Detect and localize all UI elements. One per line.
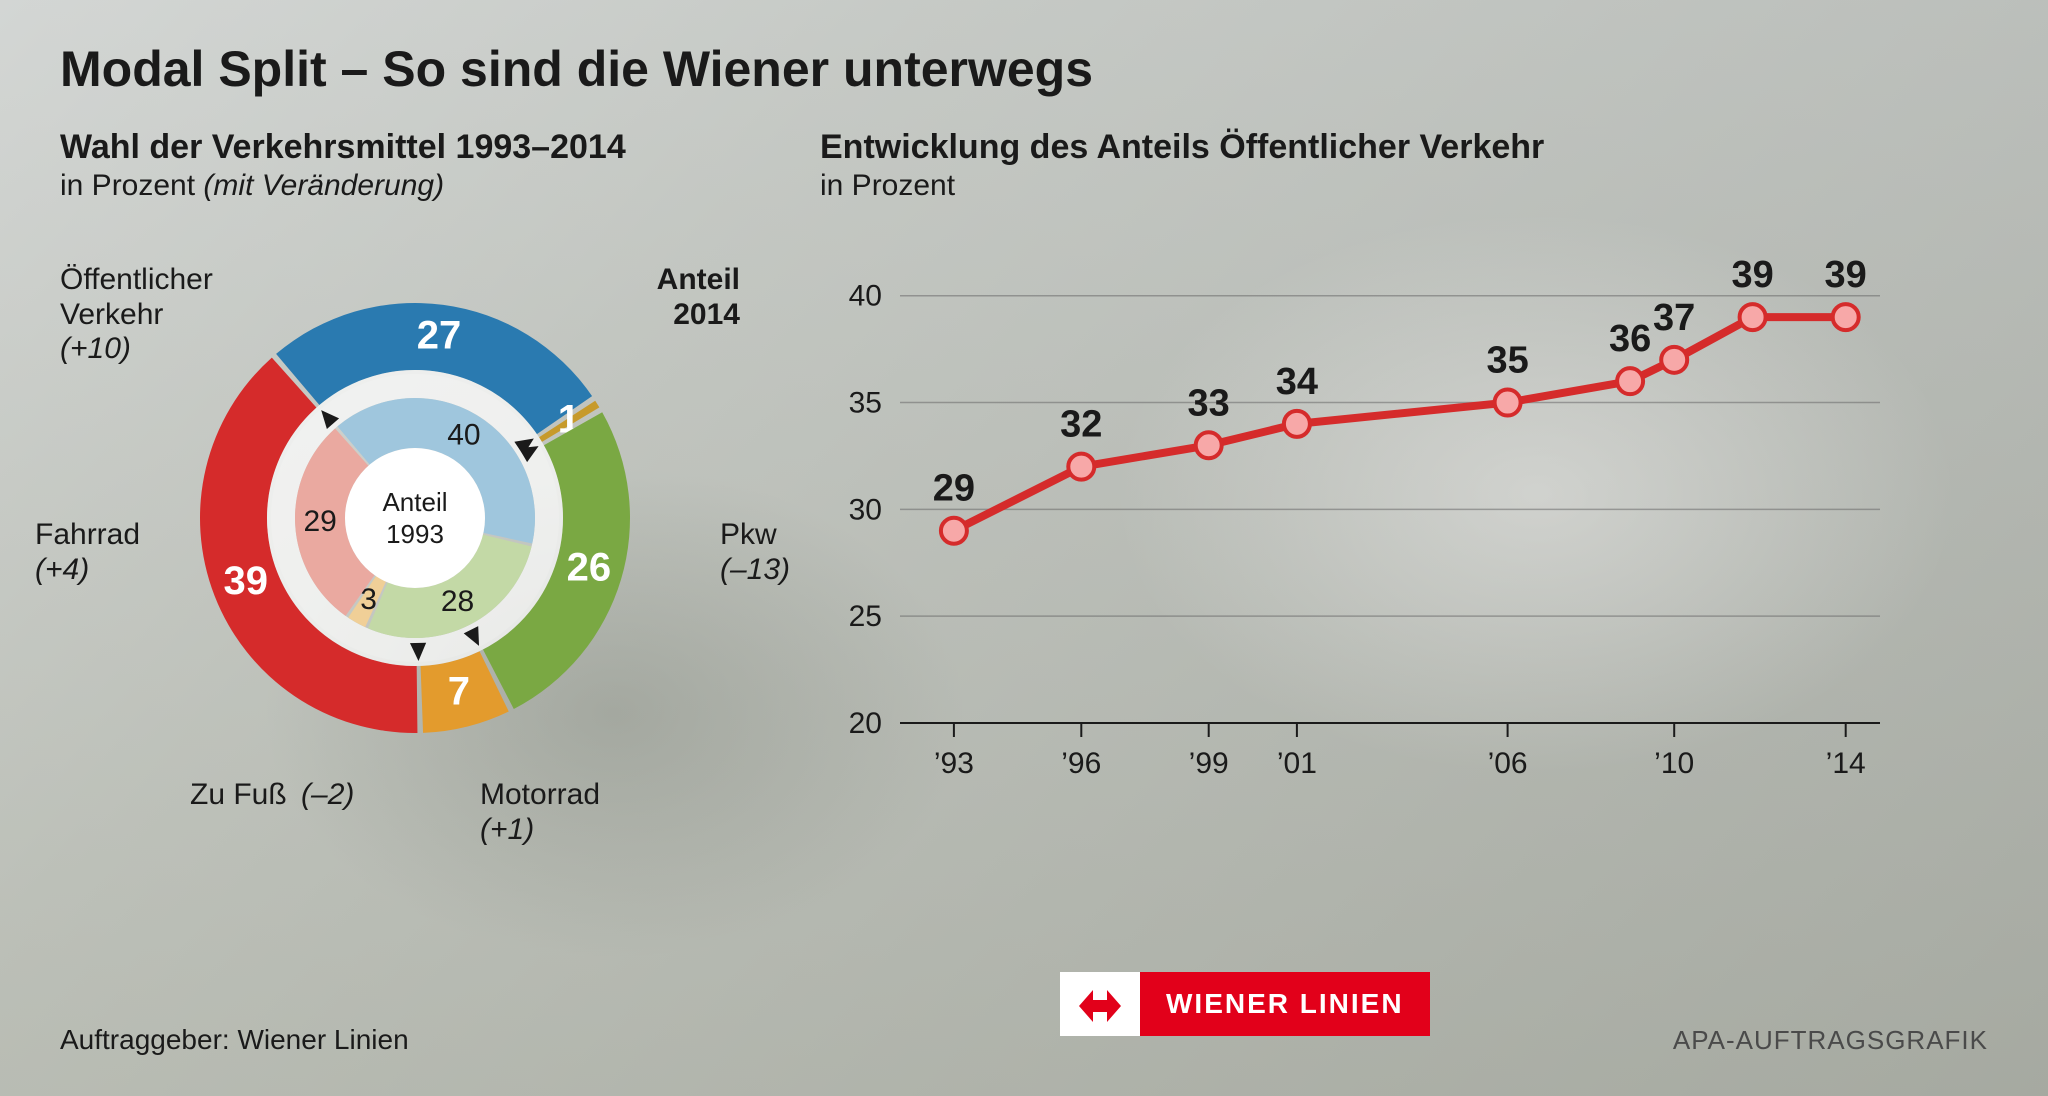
line-subtitle: Entwicklung des Anteils Öffentlicher Ver…	[820, 128, 1988, 167]
logo-mark	[1060, 972, 1140, 1036]
label-fuss: Zu Fuß (–2)	[190, 778, 354, 813]
svg-text:26: 26	[567, 545, 612, 589]
credit-agency: APA-AUFTRAGSGRAFIK	[1673, 1025, 1988, 1056]
svg-text:’14: ’14	[1826, 747, 1866, 780]
infographic-container: Modal Split – So sind die Wiener unterwe…	[0, 0, 2048, 883]
logo-text: WIENER LINIEN	[1140, 972, 1430, 1036]
svg-text:20: 20	[849, 707, 882, 740]
svg-text:40: 40	[849, 280, 882, 313]
line-unit: in Prozent	[820, 169, 1988, 203]
page-title: Modal Split – So sind die Wiener unterwe…	[60, 40, 1988, 98]
svg-text:’93: ’93	[934, 747, 974, 780]
donut-unit-prefix: in Prozent	[60, 169, 203, 202]
svg-text:30: 30	[849, 493, 882, 526]
svg-text:’96: ’96	[1061, 747, 1101, 780]
svg-text:1993: 1993	[386, 519, 444, 549]
label-rad: Fahrrad (+4)	[35, 518, 140, 587]
svg-text:28: 28	[441, 585, 474, 618]
svg-text:’06: ’06	[1488, 747, 1528, 780]
svg-text:40: 40	[447, 418, 480, 451]
donut-chart: 271267394028329Anteil1993	[190, 293, 640, 743]
svg-text:34: 34	[1276, 361, 1318, 403]
svg-text:35: 35	[1486, 340, 1528, 382]
svg-text:Anteil: Anteil	[382, 487, 447, 517]
svg-text:33: 33	[1188, 382, 1230, 424]
line-panel: Entwicklung des Anteils Öffentlicher Ver…	[820, 128, 1988, 843]
donut-panel: Wahl der Verkehrsmittel 1993–2014 in Pro…	[60, 128, 780, 843]
svg-text:39: 39	[1825, 254, 1867, 296]
svg-text:’10: ’10	[1654, 747, 1694, 780]
svg-text:29: 29	[933, 468, 975, 510]
svg-text:7: 7	[448, 670, 470, 714]
svg-text:29: 29	[303, 505, 336, 538]
svg-text:39: 39	[224, 559, 269, 603]
svg-text:25: 25	[849, 600, 882, 633]
label-pkw: Pkw (–13)	[720, 518, 790, 587]
label-anteil-2014: Anteil 2014	[657, 263, 740, 332]
label-moto: Motorrad (+1)	[480, 778, 600, 847]
svg-text:’01: ’01	[1277, 747, 1317, 780]
donut-unit-change: (mit Veränderung)	[203, 169, 444, 202]
donut-unit: in Prozent (mit Veränderung)	[60, 169, 780, 203]
svg-text:37: 37	[1653, 297, 1695, 339]
credit-client: Auftraggeber: Wiener Linien	[60, 1024, 409, 1056]
svg-text:35: 35	[849, 387, 882, 420]
svg-text:36: 36	[1609, 318, 1651, 360]
wiener-linien-logo: WIENER LINIEN	[1060, 972, 1430, 1036]
svg-text:32: 32	[1060, 404, 1102, 446]
svg-text:39: 39	[1731, 254, 1773, 296]
svg-text:27: 27	[417, 314, 462, 358]
donut-subtitle: Wahl der Verkehrsmittel 1993–2014	[60, 128, 780, 167]
svg-text:’99: ’99	[1189, 747, 1229, 780]
line-chart: 20 25 30 35 40 ’93 ’96 ’99 ’01 ’06 ’10 ’14 29 32 33 34 3…	[820, 223, 1920, 843]
